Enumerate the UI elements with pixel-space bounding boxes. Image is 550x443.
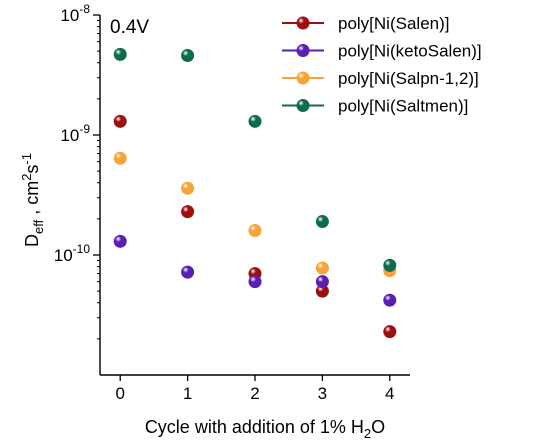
- annotation-voltage: 0.4V: [110, 17, 149, 38]
- x-tick-label: 0: [115, 384, 124, 403]
- data-point: [315, 275, 329, 289]
- data-point: [383, 325, 397, 339]
- data-marks: [113, 47, 397, 339]
- x-tick-label: 4: [385, 384, 394, 403]
- data-point: [113, 47, 127, 61]
- data-point: [113, 114, 127, 128]
- y-tick-label: 10-9: [60, 122, 90, 145]
- x-tick-label: 1: [183, 384, 192, 403]
- legend-marker: [296, 71, 310, 85]
- x-axis-title: Cycle with addition of 1% H2O: [145, 417, 385, 441]
- x-tick-label: 2: [250, 384, 259, 403]
- legend: poly[Ni(Salen)] poly[Ni(ketoSalen)] poly[N…: [282, 14, 482, 116]
- x-tick-label: 3: [318, 384, 327, 403]
- legend-marker: [296, 44, 310, 57]
- legend-label: poly[Ni(Saltmen)]: [338, 97, 468, 116]
- data-point: [248, 275, 262, 289]
- y-tick-label: 10-10: [54, 242, 91, 265]
- data-point: [113, 151, 127, 165]
- data-point: [315, 215, 329, 229]
- data-point: [248, 224, 262, 238]
- legend-marker: [296, 16, 310, 30]
- data-point: [315, 284, 329, 298]
- y-tick-label: 10-8: [60, 2, 90, 25]
- data-point: [315, 261, 329, 275]
- legend-marker: [296, 99, 310, 112]
- legend-label: poly[Ni(Salen)]: [338, 14, 450, 33]
- legend-label: poly[Ni(Salpn-1,2)]: [338, 69, 479, 88]
- axes: 0 1 2 3 4 10-10 10-9 10-8: [54, 2, 410, 403]
- data-point: [181, 265, 195, 279]
- legend-label: poly[Ni(ketoSalen)]: [338, 42, 482, 61]
- data-point: [248, 114, 262, 128]
- data-point: [383, 258, 397, 272]
- data-point: [181, 205, 195, 219]
- y-axis-title: Deff , cm2s-1: [19, 153, 46, 247]
- data-point: [181, 181, 195, 195]
- data-point: [383, 293, 397, 307]
- data-point: [113, 234, 127, 248]
- data-point: [181, 48, 195, 62]
